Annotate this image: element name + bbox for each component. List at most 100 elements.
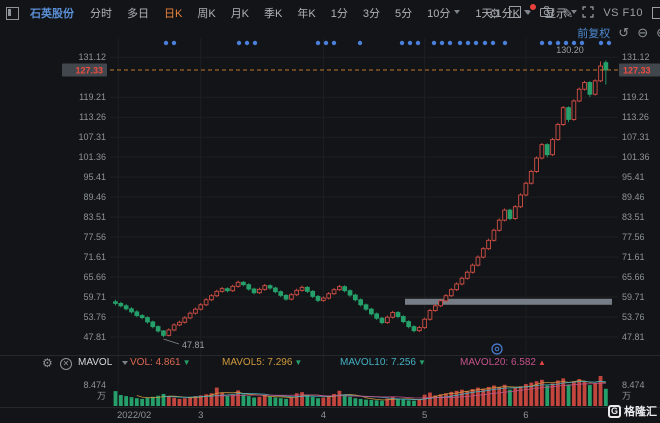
trend-down-icon: ▼ xyxy=(182,358,191,367)
event-marker-dot xyxy=(171,40,177,46)
svg-text:131.12: 131.12 xyxy=(78,52,106,62)
event-marker-dot xyxy=(252,40,258,46)
tab-月K[interactable]: 月K xyxy=(230,8,250,20)
toolbar: 石英股份 分时 多日 日K 周K 月K 季K 年K 1分 3分 5分 10分 1天:1分K 显示 ⚙ ✎… xyxy=(0,0,660,26)
period-tabs: 分时 多日 日K 周K 月K 季K 年K 1分 3分 5分 10分 1天:1分K 显示 xyxy=(90,4,592,21)
period-low-label: 47.81 xyxy=(182,340,205,350)
event-marker-dot xyxy=(407,40,413,46)
volume-bars[interactable] xyxy=(113,376,608,406)
svg-text:65.66: 65.66 xyxy=(622,272,645,282)
svg-text:101.36: 101.36 xyxy=(622,152,650,162)
pencil-icon[interactable]: ✎ xyxy=(562,5,574,21)
event-marker-dot xyxy=(244,40,250,46)
undo-icon[interactable]: ↺ xyxy=(618,25,630,40)
tab-周K[interactable]: 周K xyxy=(197,8,216,20)
tab-显示[interactable]: 显示 xyxy=(545,8,577,20)
event-marker-dot xyxy=(563,40,569,46)
svg-text:47.81: 47.81 xyxy=(622,332,645,342)
svg-text:万: 万 xyxy=(622,391,631,401)
svg-text:71.61: 71.61 xyxy=(83,252,106,262)
drawn-support-line[interactable] xyxy=(405,298,612,305)
watermark-logo: G 格隆汇 xyxy=(608,403,657,419)
svg-text:83.51: 83.51 xyxy=(83,212,106,222)
event-marker-dot xyxy=(490,40,496,46)
event-marker-dot xyxy=(579,40,585,46)
chevron-down-icon xyxy=(454,10,461,17)
event-marker-dot xyxy=(482,40,488,46)
event-marker-dot xyxy=(598,40,604,46)
event-marker-dot xyxy=(399,40,405,46)
event-marker-dot xyxy=(473,40,479,46)
forward-adjust-button[interactable]: 前复权 xyxy=(577,27,611,40)
tab-5分[interactable]: 5分 xyxy=(394,8,413,20)
zoom-in-icon[interactable]: ⊕ xyxy=(656,26,660,39)
layout-select-icon[interactable] xyxy=(509,5,532,21)
tab-年K[interactable]: 年K xyxy=(297,8,316,20)
indicator-name[interactable]: MAVOL xyxy=(78,357,113,368)
period-high-label: 130.20 xyxy=(556,45,584,55)
trend-down-icon: ▼ xyxy=(417,358,426,367)
event-marker-dot xyxy=(502,40,508,46)
tab-1分[interactable]: 1分 xyxy=(330,8,348,20)
indicator-chevron-down-icon[interactable] xyxy=(122,361,128,368)
svg-text:131.12: 131.12 xyxy=(622,52,650,62)
tab-3分[interactable]: 3分 xyxy=(362,8,380,20)
window-layout-icon[interactable] xyxy=(6,6,19,20)
settings-gear-icon[interactable]: ⚙ xyxy=(488,5,501,21)
metric-MAVOL20: MAVOL20: 6.582 ▲ xyxy=(460,357,546,368)
event-marker-dot xyxy=(163,40,169,46)
drawing-anchor-icon[interactable] xyxy=(491,343,503,355)
svg-text:5: 5 xyxy=(422,410,427,421)
svg-text:53.76: 53.76 xyxy=(83,312,106,322)
event-marker-dot xyxy=(431,40,437,46)
svg-text:119.21: 119.21 xyxy=(79,92,106,102)
tab-日K[interactable]: 日K xyxy=(164,8,183,20)
event-marker-dot xyxy=(457,40,463,46)
metric-MAVOL10: MAVOL10: 7.256 ▼ xyxy=(340,357,426,368)
tab-多日[interactable]: 多日 xyxy=(127,8,149,20)
event-marker-dot xyxy=(447,40,453,46)
svg-text:101.36: 101.36 xyxy=(78,152,106,162)
vs-f10-button[interactable]: VS F10 xyxy=(603,7,643,19)
notification-dot xyxy=(529,4,536,10)
indicator-close-icon[interactable]: ✕ xyxy=(60,358,72,370)
event-marker-dot xyxy=(331,40,337,46)
panel-icon[interactable] xyxy=(652,7,660,19)
tab-分时[interactable]: 分时 xyxy=(90,8,112,20)
svg-text:113.26: 113.26 xyxy=(79,112,106,122)
trend-down-icon: ▼ xyxy=(294,358,303,367)
fullscreen-icon[interactable] xyxy=(582,5,594,21)
price-axis-labels: 131.12 131.12 119.21 119.21 113.26 113.26 107.… xyxy=(78,52,649,342)
indicator-bar: ⚙ ✕ MAVOL VOL: 4.861 ▼ MAVOL5: 7.296 ▼ MAVOL… xyxy=(0,356,660,372)
candles-layer[interactable] xyxy=(113,60,609,337)
event-marker-dot xyxy=(323,40,329,46)
indicator-settings-icon[interactable]: ⚙ xyxy=(42,356,53,370)
zoom-out-icon[interactable]: ⊖ xyxy=(637,25,649,40)
svg-text:77.56: 77.56 xyxy=(83,232,106,242)
current-price-tag: 127.33 127.33 xyxy=(62,63,660,77)
metric-MAVOL5: MAVOL5: 7.296 ▼ xyxy=(222,357,303,368)
camera-icon[interactable] xyxy=(540,6,554,20)
logo-text: 格隆汇 xyxy=(624,406,657,418)
svg-text:95.41: 95.41 xyxy=(622,172,645,182)
volume-ma-lines xyxy=(136,380,607,401)
svg-text:4: 4 xyxy=(321,410,326,421)
svg-text:6: 6 xyxy=(523,410,528,421)
svg-text:47.81: 47.81 xyxy=(83,332,106,342)
svg-text:万: 万 xyxy=(97,391,106,401)
svg-text:65.66: 65.66 xyxy=(83,272,106,282)
tab-季K[interactable]: 季K xyxy=(264,8,283,20)
subbar: 前复权 ↺ ⊖ ⊕ xyxy=(577,25,660,40)
event-marker-dot xyxy=(539,40,545,46)
trend-up-icon: ▲ xyxy=(537,358,546,367)
tab-10分[interactable]: 10分 xyxy=(427,8,461,20)
svg-text:89.46: 89.46 xyxy=(83,192,106,202)
stock-name[interactable]: 石英股份 xyxy=(30,8,74,20)
svg-text:53.76: 53.76 xyxy=(622,312,645,322)
event-marker-dots[interactable] xyxy=(163,40,612,46)
svg-text:127.33: 127.33 xyxy=(623,65,651,75)
event-marker-dot xyxy=(571,40,577,46)
